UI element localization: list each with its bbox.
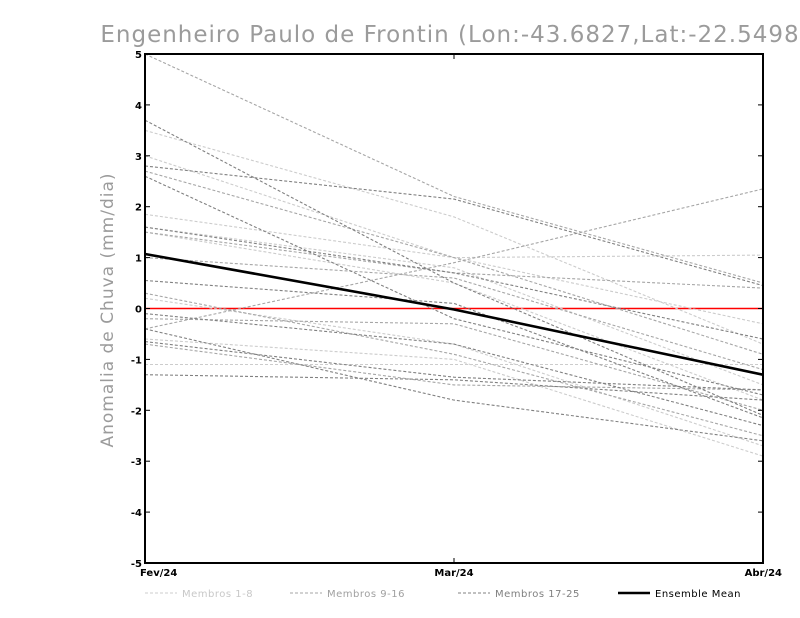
chart-title: Engenheiro Paulo de Frontin (Lon:-43.682… [100,22,800,48]
series-line-membro-22 [144,313,764,427]
series-line-membro-16 [144,318,764,411]
y-tick-label: 0 [135,305,142,316]
series-line-membro-7 [144,338,764,457]
x-tick-label: Fev/24 [140,568,177,579]
series-line-membro-11 [144,170,764,355]
ensemble-mean-line [144,252,764,376]
series-line-membro-8 [144,226,764,386]
y-tick-label: -4 [131,508,142,519]
axis-layer: -5 -4 -3 -2 -1 0 1 2 3 4 5 Fev/24 Mar/24 Abr/24 [131,50,782,579]
legend: Membros 1-8 Membros 9-16 Membros 17-25 Ense… [145,589,741,600]
series-line-membro-24 [144,328,764,442]
y-tick-label: -2 [131,406,142,417]
y-axis-label: Anomalia de Chuva (mm/dia) [98,172,118,447]
series-line-membro-9 [144,53,764,284]
series-line-membro-19 [144,175,764,396]
series-line-membro-6 [144,155,764,325]
y-tick-label: 4 [135,101,142,112]
y-tick-label: -1 [131,355,142,366]
series-line-membro-1 [144,129,764,345]
series-line-membro-10 [144,188,764,330]
y-tick-label: -5 [131,559,142,570]
y-tick-label: 5 [135,50,142,61]
x-tick-label: Abr/24 [745,568,782,579]
series-line-membro-23 [144,374,764,401]
series-line-membro-14 [144,343,764,391]
x-tick-label: Mar/24 [434,568,473,579]
y-tick-label: 1 [135,254,142,265]
legend-label-g3: Membros 17-25 [495,589,580,600]
legend-label-g2: Membros 9-16 [327,589,405,600]
series-line-membro-13 [144,257,764,371]
y-tick-label: 3 [135,152,142,163]
series-line-membro-25 [144,341,764,391]
legend-label-g1: Membros 1-8 [182,589,253,600]
series-line-membro-2 [144,213,764,259]
series-line-membro-20 [144,226,764,340]
y-tick-label: 2 [135,203,142,214]
series-layer [144,53,764,457]
series-line-membro-17 [144,119,764,416]
legend-label-mean: Ensemble Mean [655,589,741,600]
series-line-membro-18 [144,165,764,287]
y-tick-label: -3 [131,457,142,468]
